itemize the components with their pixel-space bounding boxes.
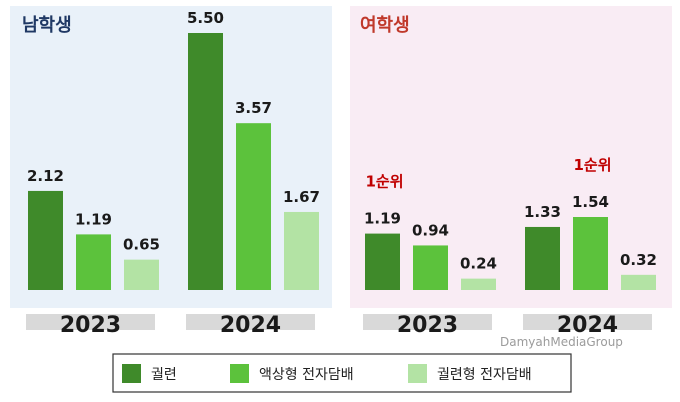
bars-layer [28,33,656,290]
bar-female-2024-s0 [525,226,560,290]
value-label-male-2023-s1: 1.19 [75,210,112,228]
bar-male-2024-s0 [188,33,223,290]
rank-label-2023: 1순위 [365,173,403,191]
panel-title-female: 여학생 [360,14,410,36]
legend-swatch-liquid-ecig [230,364,249,383]
value-label-male-2024-s1: 3.57 [235,99,272,117]
value-label-female-2023-s0: 1.19 [364,210,401,228]
year-label-male-2023: 2023 [60,313,121,338]
value-label-female-2024-s2: 0.32 [620,251,657,269]
panel-title-male: 남학생 [22,14,72,36]
bar-male-2023-s0 [28,190,63,290]
bar-male-2023-s2 [124,259,159,290]
value-label-male-2023-s0: 2.12 [27,167,64,185]
legend-swatch-heated-tobacco [408,364,427,383]
panel-background-female [350,6,672,308]
year-band-male-2024 [186,314,315,330]
bar-male-2023-s1 [76,234,111,290]
rank-label-2024: 1순위 [573,156,611,174]
value-label-male-2024-s0: 5.50 [187,9,224,27]
bar-female-2024-s2 [621,274,656,290]
bar-female-2024-s1 [573,217,608,290]
legend-label-cigarette: 궐련 [151,367,177,383]
value-label-female-2023-s2: 0.24 [460,255,497,273]
bar-female-2023-s0 [365,233,400,290]
bar-female-2023-s1 [413,245,448,290]
year-label-female-2024: 2024 [557,313,618,338]
year-band-female-2024 [523,314,652,330]
year-band-male-2023 [26,314,155,330]
bar-male-2024-s2 [284,211,319,290]
year-label-male-2024: 2024 [220,313,281,338]
value-label-female-2024-s0: 1.33 [524,203,561,221]
value-label-male-2023-s2: 0.65 [123,236,160,254]
watermark-text: DamyahMediaGroup [500,335,623,349]
years-layer: 2023 2024 2023 2024 [26,313,652,338]
legend-frame [112,353,572,393]
legend-label-heated-tobacco: 궐련형 전자담배 [437,367,532,383]
legend: 궐련 액상형 전자담배 궐련형 전자담배 [112,353,572,393]
bar-female-2023-s2 [461,278,496,290]
legend-swatch-cigarette [122,364,141,383]
labels-layer: 2.12 1.19 0.65 5.50 3.57 1.67 1.19 1순위 0.94 0.24 1… [27,9,657,273]
year-band-female-2023 [363,314,492,330]
value-label-male-2024-s2: 1.67 [283,188,320,206]
year-label-female-2023: 2023 [397,313,458,338]
bar-male-2024-s1 [236,123,271,290]
panel-background-male [10,6,332,308]
value-label-female-2023-s1: 0.94 [412,221,449,239]
value-label-female-2024-s1: 1.54 [572,193,609,211]
legend-label-liquid-ecig: 액상형 전자담배 [259,367,354,383]
